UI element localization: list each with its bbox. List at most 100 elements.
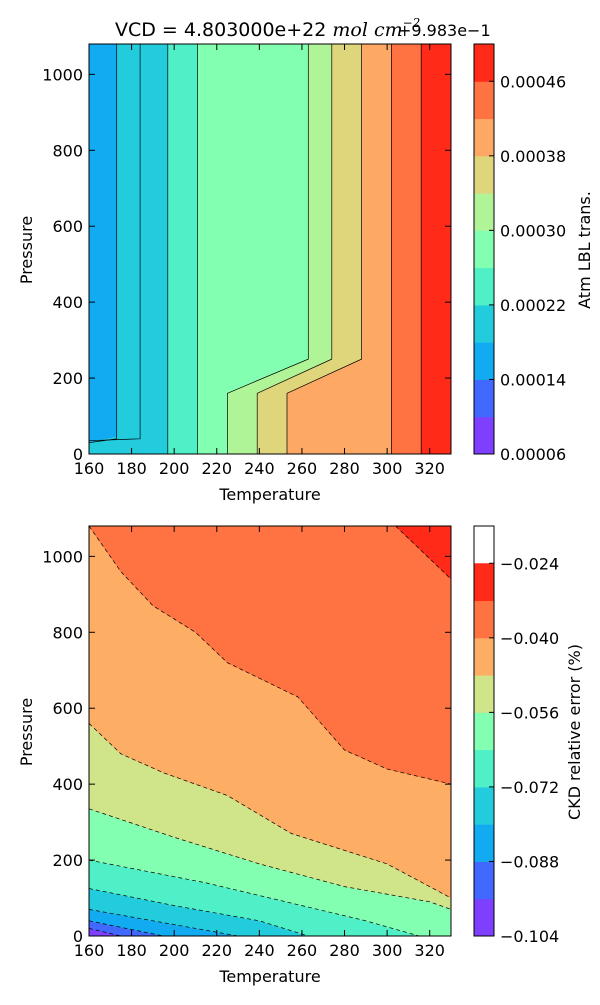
contour-line-7 xyxy=(89,526,451,785)
contour-region-3 xyxy=(89,438,141,454)
top-chart-title: VCD = 4.803000e+22 mol cm−2 xyxy=(115,16,420,41)
x-tick-label: 200 xyxy=(159,459,190,478)
colorbar-swatch xyxy=(474,267,494,306)
y-tick-label: 1000 xyxy=(42,547,83,566)
contour-line-5 xyxy=(256,44,333,454)
bottom-colorbar: −0.104 −0.088 −0.072 −0.056 −0.040 −0.024 xyxy=(473,525,559,946)
x-tick-label: 320 xyxy=(414,941,445,960)
y-tick-label: 800 xyxy=(52,623,83,642)
y-tick-label: 200 xyxy=(52,851,83,870)
x-tick-label: 160 xyxy=(74,459,105,478)
colorbar-swatch xyxy=(474,898,494,937)
y-tick-label: 600 xyxy=(52,217,83,236)
y-tick-label: 400 xyxy=(52,775,83,794)
colorbar-swatch xyxy=(474,155,494,194)
title-math: mol cm xyxy=(332,19,402,41)
top-ylabel: Pressure xyxy=(17,216,36,284)
colorbar-tick-label: −0.072 xyxy=(500,778,559,797)
colorbar-swatch xyxy=(474,193,494,231)
y-tick-label: 0 xyxy=(73,445,83,464)
colorbar-tick-label: −0.056 xyxy=(500,703,559,722)
contour-line-1 xyxy=(89,44,141,442)
y-tick-label: 1000 xyxy=(42,65,83,84)
colorbar-swatch xyxy=(474,230,494,269)
bottom-xlabel: Temperature xyxy=(218,967,320,986)
x-tick-label: 240 xyxy=(244,941,275,960)
colorbar-swatch xyxy=(474,379,494,418)
colorbar-tick-label: −0.088 xyxy=(500,852,559,871)
top-xlabel: Temperature xyxy=(218,485,320,504)
y-tick-label: 200 xyxy=(52,369,83,388)
contour-line-5 xyxy=(89,808,451,910)
x-tick-label: 280 xyxy=(329,459,360,478)
contour-line-3 xyxy=(89,888,309,936)
x-tick-label: 180 xyxy=(116,459,147,478)
x-tick-label: 300 xyxy=(372,941,403,960)
colorbar-tick-label: 0.00038 xyxy=(500,147,566,166)
x-tick-label: 320 xyxy=(414,459,445,478)
colorbar-swatch xyxy=(474,304,494,343)
bottom-plot-area: 160 180 200 220 240 260 280 300 320 0 200 400 600 800… xyxy=(42,525,452,960)
contour-line-4 xyxy=(89,859,420,936)
x-tick-label: 260 xyxy=(287,459,318,478)
offset-label: +9.983e−1 xyxy=(398,21,491,40)
bottom-contour-panel: 160 180 200 220 240 260 280 300 320 0 200 400 600 800… xyxy=(17,525,584,986)
colorbar-swatch xyxy=(474,712,494,751)
x-tick-label: 260 xyxy=(287,941,318,960)
contour-line-0 xyxy=(89,44,118,443)
colorbar-swatch xyxy=(474,563,494,602)
x-tick-label: 180 xyxy=(116,941,147,960)
top-colorbar-label: Atm LBL trans. xyxy=(575,191,594,309)
contour-line-4 xyxy=(227,44,309,454)
contour-line-6 xyxy=(89,723,451,899)
contour-line-2 xyxy=(89,909,239,936)
colorbar-tick-label: 0.00030 xyxy=(500,221,566,240)
contour-region-2 xyxy=(89,44,169,454)
contour-line-0 xyxy=(89,928,121,936)
bottom-colorbar-label: CKD relative error (%) xyxy=(565,644,584,820)
colorbar-tick-label: 0.00014 xyxy=(500,370,566,389)
contour-region-9 xyxy=(391,44,422,454)
colorbar-swatch xyxy=(474,824,494,862)
contour-fills xyxy=(89,526,451,936)
y-tick-label: 600 xyxy=(52,699,83,718)
colorbar-swatch xyxy=(474,44,494,82)
colorbar-tick-label: −0.040 xyxy=(500,629,559,648)
contour-fills xyxy=(89,44,451,454)
colorbar-frame xyxy=(473,43,495,455)
y-tick-label: 400 xyxy=(52,293,83,312)
title-sup: −2 xyxy=(403,16,421,30)
colorbar-swatch xyxy=(474,675,494,713)
x-tick-label: 200 xyxy=(159,941,190,960)
colorbar-swatch xyxy=(474,416,494,455)
plot-frame xyxy=(88,525,452,937)
colorbar-tick-label: 0.00006 xyxy=(500,445,566,464)
colorbar-swatch xyxy=(474,786,494,825)
plot-frame xyxy=(88,43,452,455)
top-plot-area: 160 180 200 220 240 260 280 300 320 0 200 400 600 800… xyxy=(42,43,452,478)
colorbar-tick-label: −0.024 xyxy=(500,554,559,573)
contour-region-1 xyxy=(89,44,117,443)
top-colorbar: 0.00006 0.00014 0.00022 0.00030 0.00038 0.000… xyxy=(473,43,566,464)
colorbar-swatch xyxy=(474,749,494,788)
colorbar-swatch xyxy=(474,637,494,676)
contour-line-1 xyxy=(89,920,164,936)
top-contour-panel: VCD = 4.803000e+22 mol cm−2 +9.983e−1 16… xyxy=(17,16,594,504)
contour-line-6 xyxy=(286,44,362,454)
colorbar-frame xyxy=(473,525,495,937)
colorbar-swatch xyxy=(474,342,494,380)
colorbar-tick-label: 0.00022 xyxy=(500,296,566,315)
colorbar-swatch xyxy=(474,861,494,900)
y-tick-label: 800 xyxy=(52,141,83,160)
colorbar-swatch xyxy=(474,118,494,157)
y-tick-label: 0 xyxy=(73,927,83,946)
x-tick-label: 160 xyxy=(74,941,105,960)
colorbar-tick-label: 0.00046 xyxy=(500,72,566,91)
x-tick-label: 300 xyxy=(372,459,403,478)
bottom-ylabel: Pressure xyxy=(17,698,36,766)
colorbar-tick-label: −0.104 xyxy=(500,927,559,946)
contour-region-4 xyxy=(167,44,198,454)
contour-region-10 xyxy=(420,44,451,454)
contour-line-8 xyxy=(395,526,451,580)
